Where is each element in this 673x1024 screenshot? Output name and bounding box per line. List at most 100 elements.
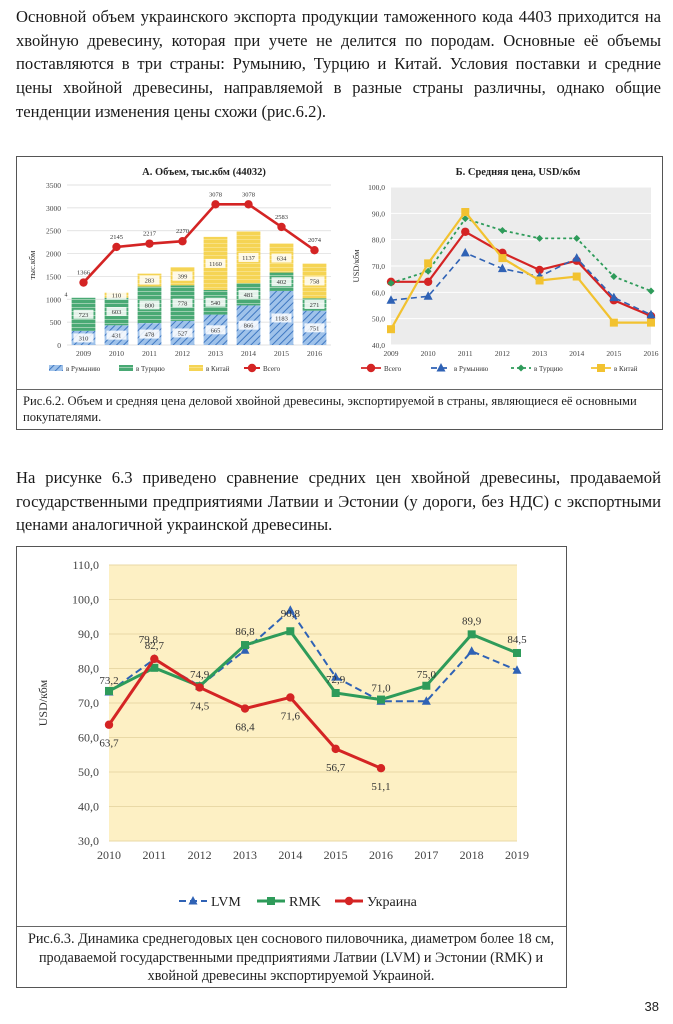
chart-a-data-label-bg	[73, 309, 94, 319]
chart-a-total-label: 3078	[242, 191, 255, 198]
chart-b-ytick: 60,0	[372, 288, 385, 297]
chart-a-data-label: 665	[211, 327, 221, 334]
chart-b-title: Б. Средняя цена, USD/кбм	[456, 167, 581, 178]
chart-c-data-label: 56,7	[326, 762, 346, 774]
chart-c-point	[241, 641, 249, 650]
chart-b-series-line	[391, 230, 652, 318]
chart-a-total-label: 2074	[308, 237, 322, 244]
chart-c-point	[467, 630, 476, 639]
chart-c-ytick: 60,0	[78, 731, 99, 745]
chart-c-point	[240, 704, 250, 713]
chart-c-legend-marker	[188, 896, 198, 905]
chart-a-data-label: 110	[112, 293, 122, 300]
chart-a-total-point	[277, 222, 286, 232]
chart-a-total-point	[112, 242, 121, 252]
chart-a-data-label-bg	[238, 289, 259, 299]
chart-c-xtick: 2017	[414, 848, 438, 862]
chart-a-legend-swatch	[119, 365, 133, 371]
chart-b-ytick: 50,0	[372, 315, 385, 324]
chart-a-xtick: 2016	[307, 349, 322, 358]
chart-a-data-label-bg	[205, 325, 226, 335]
chart-c-data-label: 72,9	[326, 674, 346, 686]
chart-c-data-label: 74,5	[190, 700, 210, 712]
chart-b-ytick: 70,0	[372, 262, 385, 271]
chart-b-point	[387, 325, 395, 334]
chart-c-point	[513, 648, 521, 657]
chart-a-legend-marker	[247, 363, 257, 373]
chart-c-xtick: 2016	[369, 848, 393, 862]
chart-c-point	[377, 695, 385, 704]
chart-a-total-label: 2217	[143, 231, 157, 238]
chart-a-data-label: 527	[178, 330, 189, 337]
chart-a-data-label-bg	[271, 313, 292, 323]
chart-a-legend-label: в Румынию	[66, 365, 100, 373]
chart-a-data-label-bg	[139, 275, 160, 285]
chart-a-xtick: 2014	[241, 349, 256, 358]
chart-a-data-label-bg	[238, 252, 259, 262]
chart-a-data-label-bg	[304, 323, 325, 333]
chart-c-point	[331, 672, 341, 681]
chart-c-point	[376, 764, 386, 773]
chart-b-ytick: 80,0	[372, 236, 385, 245]
chart-a-data-label: 1183	[275, 315, 288, 322]
chart-c-data-label: 89,9	[462, 615, 482, 627]
chart-a-legend-swatch	[189, 365, 203, 371]
chart-c-data-label: 82,7	[145, 640, 165, 652]
chart-b-point	[424, 267, 432, 275]
chart-a-legend-swatch	[49, 365, 63, 371]
chart-a-xtick: 2011	[142, 349, 157, 358]
chart-a-title: А. Объем, тыс.кбм (44032)	[142, 167, 266, 178]
chart-b-legend-label: в Китай	[614, 365, 638, 373]
chart-b-point	[647, 318, 655, 327]
chart-a-data-label-bg	[205, 297, 226, 307]
paragraph-comparison: На рисунке 6.3 приведено сравнение средн…	[16, 466, 661, 537]
chart-b-point	[573, 234, 581, 242]
chart-c-point	[195, 683, 204, 692]
chart-a-xtick: 2012	[175, 349, 190, 358]
chart-b-point	[535, 276, 544, 285]
chart-a-data-label: 751	[310, 325, 320, 332]
figure-6-3-caption: Рис.6.3. Динамика среднегодовых цен сосн…	[27, 931, 555, 984]
chart-b-point	[460, 247, 470, 257]
chart-c-legend-label: LVM	[211, 895, 241, 910]
chart-a-data-label-bg	[172, 328, 193, 338]
chart-a-data-label-bg	[172, 298, 193, 308]
chart-c-point	[331, 688, 340, 697]
chart-b-xtick: 2016	[644, 349, 659, 358]
chart-a-ytick: 1000	[46, 295, 61, 304]
chart-c-ytick: 80,0	[78, 662, 99, 676]
chart-b-point	[572, 253, 582, 262]
chart-a-ytick: 500	[50, 318, 62, 327]
chart-a-total-label: 2270	[176, 228, 189, 235]
chart-a-data-label: 540	[211, 300, 221, 307]
chart-c-point	[331, 744, 340, 754]
figure-6-3: 30,0 40,0 50,0 60,0 70,0 80,0 90,0 100,0 110,0 US…	[16, 546, 567, 988]
chart-c-data-label: 74,9	[190, 669, 210, 681]
chart-b-point	[424, 259, 433, 268]
chart-b-xtick: 2009	[384, 349, 399, 358]
chart-c-xtick: 2012	[188, 848, 212, 862]
chart-c-data-label: 84,5	[507, 634, 527, 646]
chart-a-total-point	[145, 239, 154, 248]
chart-b-point	[387, 279, 395, 287]
figure-6-2: А. Объем, тыс.кбм (44032) 0 500 1000 1500 200…	[16, 156, 663, 430]
chart-a-total-point	[178, 237, 187, 246]
chart-c-ylabel: USD/кбм	[36, 679, 50, 726]
chart-c-legend-label: Украина	[367, 895, 418, 910]
chart-a-data-label: 402	[277, 279, 287, 286]
chart-b-legend-marker	[597, 364, 605, 372]
chart-b-ytick: 90,0	[372, 209, 385, 218]
chart-c-xtick: 2014	[278, 848, 302, 862]
chart-price-dynamics: 30,0 40,0 50,0 60,0 70,0 80,0 90,0 100,0 110,0 US…	[17, 547, 566, 925]
figure-divider	[17, 926, 566, 927]
chart-a-data-label-bg	[304, 276, 325, 286]
chart-b-xtick: 2010	[421, 349, 436, 358]
chart-a-data-label: 1160	[209, 261, 222, 268]
chart-c-legend-label: RMK	[289, 895, 321, 910]
chart-b-legend-label: в Румынию	[454, 365, 488, 373]
chart-b-xtick: 2014	[569, 349, 584, 358]
chart-b-point	[386, 295, 396, 304]
chart-c-data-label: 71,6	[281, 710, 301, 722]
chart-c-point	[104, 720, 114, 729]
chart-b-point	[461, 208, 470, 217]
